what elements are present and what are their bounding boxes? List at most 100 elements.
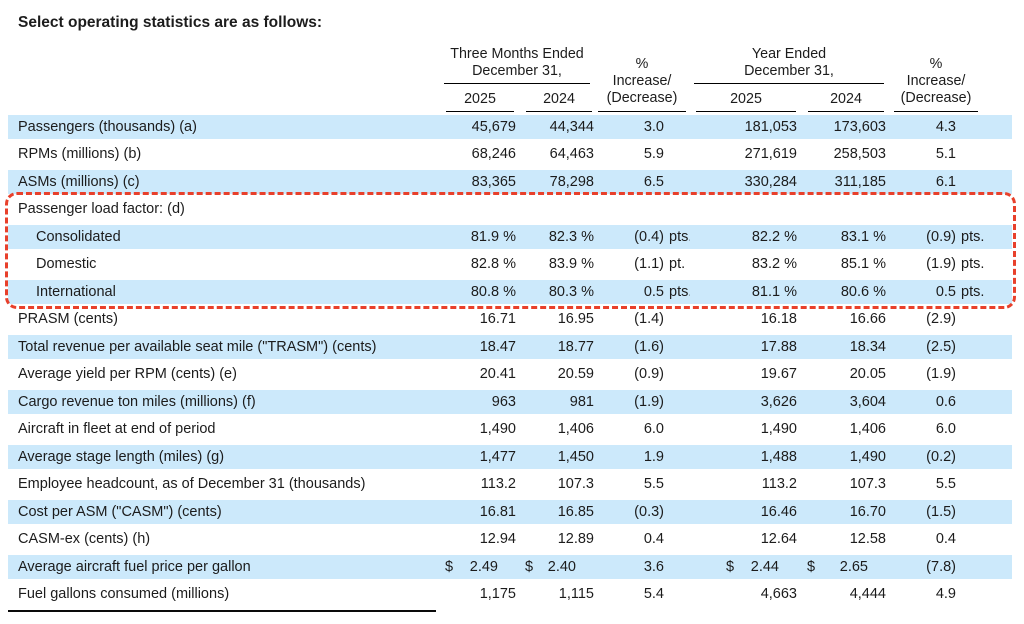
cell-value: 16.81	[479, 503, 516, 520]
value-cell: 20.41	[440, 366, 520, 382]
cell-value: 1,406	[849, 421, 886, 438]
table-row: Domestic 82.8 % 83.9 % (1.1) pt. 83.2 % 85.1 %…	[8, 250, 1012, 278]
cell-value: 1,450	[557, 448, 594, 465]
value-cell: 1,477	[440, 449, 520, 465]
cell-value: 2.44	[750, 558, 779, 575]
cell-value: 5.1	[935, 146, 956, 163]
value-cell: 83.9 %	[520, 256, 598, 272]
cell-value: 78,298	[549, 173, 594, 190]
header-label-spacer	[8, 44, 440, 112]
value-cell: 12.94	[440, 531, 520, 547]
cell-value: 3.6	[643, 558, 664, 575]
table-row: Average yield per RPM (cents) (e) 20.41 20…	[8, 360, 1012, 388]
unit-suffix: pts.	[961, 228, 985, 245]
cell-value: 0.5	[935, 283, 956, 300]
row-label: RPMs (millions) (b)	[18, 146, 142, 163]
table-row: Average stage length (miles) (g) 1,477 1,4…	[8, 443, 1012, 471]
value-cell: 330,284	[690, 174, 802, 190]
change-cell: 6.1	[890, 174, 1012, 190]
cell-value: (0.2)	[926, 448, 956, 465]
value-cell: 4,663	[690, 586, 802, 602]
col-pct-change-quarter: % Increase/ (Decrease)	[598, 44, 686, 112]
value-cell: 20.59	[520, 366, 598, 382]
cell-value: (0.4)	[634, 228, 664, 245]
change-cell: 4.9	[890, 586, 1012, 602]
cell-value: 3,626	[760, 393, 797, 410]
value-cell: $2.44	[690, 559, 802, 575]
change-cell: (0.2)	[890, 449, 1012, 465]
table-row: Fuel gallons consumed (millions) 1,175 1,1…	[8, 580, 1012, 608]
cell-value: 1,490	[849, 448, 886, 465]
cell-value: 19.67	[760, 366, 797, 383]
change-cell: 6.5	[598, 174, 690, 190]
cell-value: 83.1 %	[840, 228, 886, 245]
change-cell: 6.0	[598, 421, 690, 437]
table-row: Passenger load factor: (d)	[8, 195, 1012, 223]
cell-value: 5.4	[643, 586, 664, 603]
change-cell: (0.3)	[598, 504, 690, 520]
value-cell: 16.46	[690, 504, 802, 520]
value-cell: 1,490	[440, 421, 520, 437]
col-group-three-months: Three Months Ended December 31,	[444, 44, 590, 84]
cell-value: 16.66	[849, 311, 886, 328]
value-cell: 83.2 %	[690, 256, 802, 272]
value-cell: $2.40	[520, 559, 598, 575]
value-cell: 258,503	[802, 146, 890, 162]
col-group-line: December 31,	[744, 63, 834, 80]
cell-value: 0.4	[935, 531, 956, 548]
cell-value: 82.3 %	[548, 228, 594, 245]
cell-value: 20.41	[479, 366, 516, 383]
value-cell: 80.6 %	[802, 284, 890, 300]
cell-value: 1,490	[760, 421, 797, 438]
table-row: Total revenue per available seat mile ("…	[8, 333, 1012, 361]
cell-value: 2.65	[839, 558, 868, 575]
value-cell: 18.47	[440, 339, 520, 355]
value-cell: 45,679	[440, 119, 520, 135]
cell-value: 20.05	[849, 366, 886, 383]
cell-value: 2.40	[547, 558, 576, 575]
col-group-line: December 31,	[472, 63, 562, 80]
pct-header-line: %	[635, 56, 649, 73]
cell-value: 64,463	[549, 146, 594, 163]
cell-value: 258,503	[833, 146, 886, 163]
value-cell: 82.3 %	[520, 229, 598, 245]
value-cell: 173,603	[802, 119, 890, 135]
cell-value: 83.9 %	[548, 256, 594, 273]
cell-value: (2.5)	[926, 338, 956, 355]
change-cell: 0.5 pts.	[890, 284, 1012, 300]
cell-value: 173,603	[833, 118, 886, 135]
value-cell: 1,450	[520, 449, 598, 465]
rows-before-highlight: Passengers (thousands) (a) 45,679 44,344 3.…	[8, 113, 1014, 196]
change-cell: 1.9	[598, 449, 690, 465]
cell-value: 6.5	[643, 173, 664, 190]
row-label: Aircraft in fleet at end of period	[18, 421, 216, 438]
row-label: International	[36, 283, 116, 300]
value-cell: 16.95	[520, 311, 598, 327]
value-cell: 82.2 %	[690, 229, 802, 245]
cell-value: 113.2	[480, 476, 516, 493]
cell-value: 6.0	[643, 421, 664, 438]
row-label: Passenger load factor: (d)	[18, 201, 185, 218]
change-cell: 5.5	[598, 476, 690, 492]
cell-value: 18.77	[557, 338, 594, 355]
row-label: Cost per ASM ("CASM") (cents)	[18, 503, 222, 520]
value-cell: 16.18	[690, 311, 802, 327]
table-header: Three Months Ended December 31, % Increa…	[8, 44, 1012, 112]
col-pct-change-year: % Increase/ (Decrease)	[894, 44, 978, 112]
row-label: PRASM (cents)	[18, 311, 118, 328]
row-label: Domestic	[36, 256, 97, 273]
value-cell: 1,175	[440, 586, 520, 602]
cell-value: (0.3)	[634, 503, 664, 520]
value-cell: $2.65	[802, 559, 890, 575]
change-cell: 5.5	[890, 476, 1012, 492]
value-cell: 80.3 %	[520, 284, 598, 300]
table-row: Average aircraft fuel price per gallon $2…	[8, 553, 1012, 581]
value-cell: 19.67	[690, 366, 802, 382]
row-label: Cargo revenue ton miles (millions) (f)	[18, 393, 256, 410]
value-cell: 16.66	[802, 311, 890, 327]
pct-header-line: Increase/	[906, 73, 966, 90]
change-cell: (1.9)	[598, 394, 690, 410]
change-cell: 5.9	[598, 146, 690, 162]
unit-suffix: pts.	[669, 283, 690, 300]
cell-value: 1,175	[479, 586, 516, 603]
